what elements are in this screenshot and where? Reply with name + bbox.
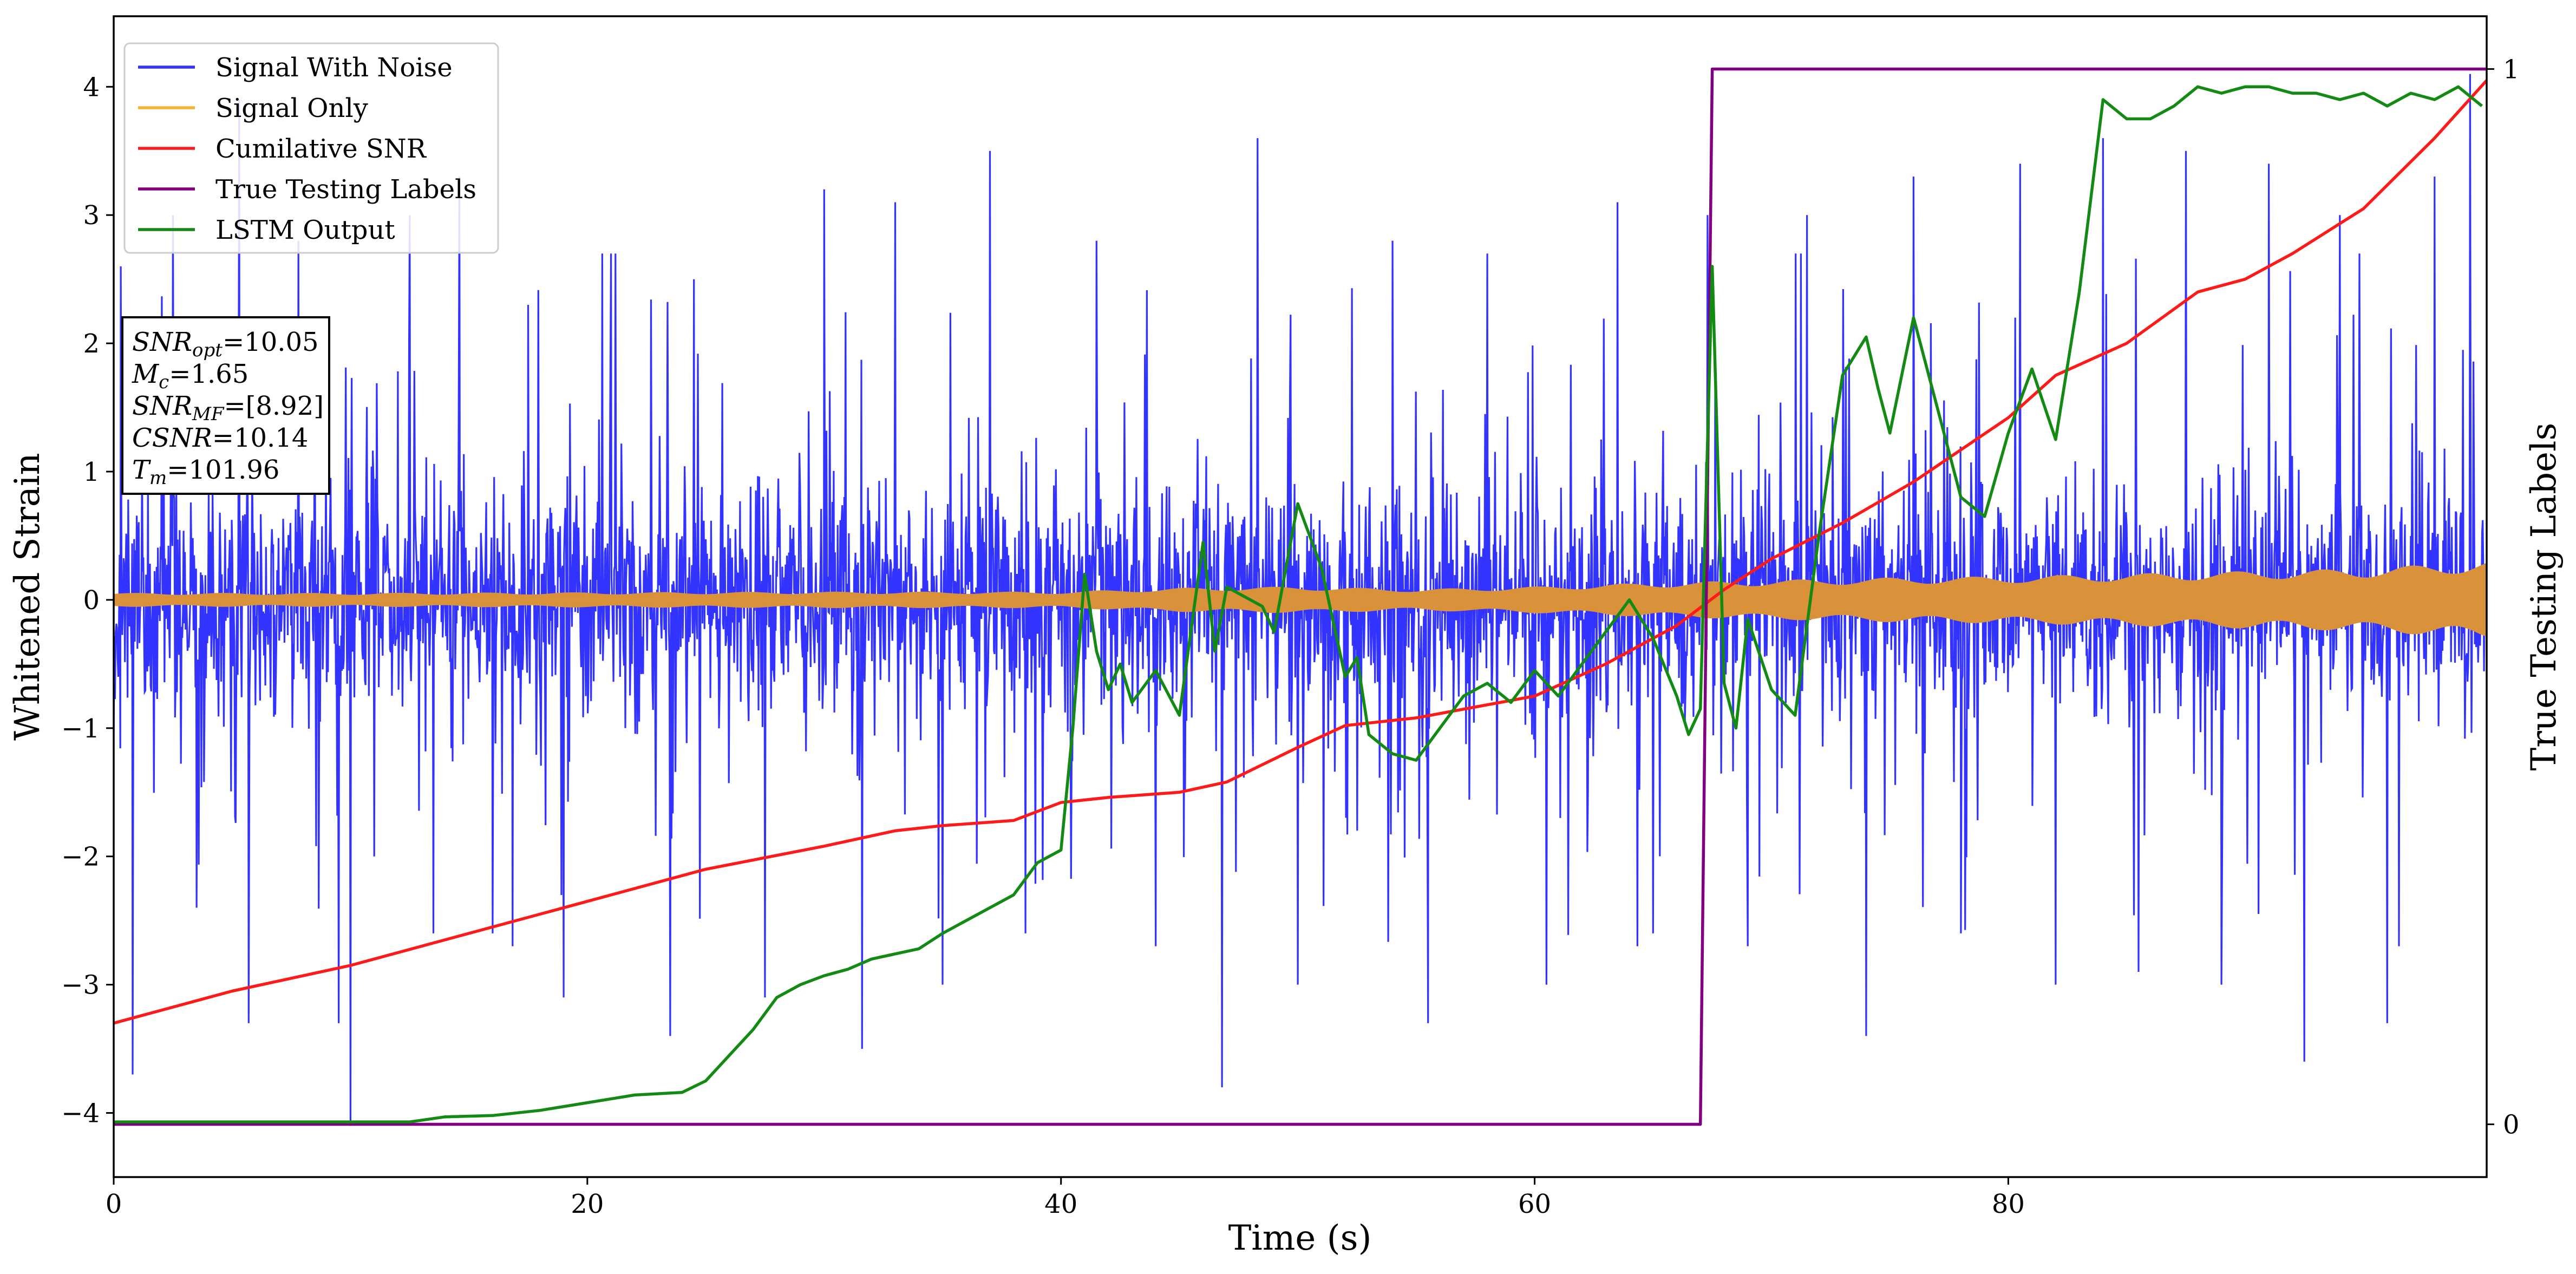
x-tick-label: 40 <box>1044 1189 1077 1219</box>
y-axis-label: Whitened Strain <box>8 453 48 740</box>
y2-tick-label: 1 <box>2503 54 2520 84</box>
legend-entries: Signal With Noise Signal Only Cumilative S… <box>138 53 476 245</box>
y-tick-label: −2 <box>61 842 100 872</box>
legend-entry-label: Signal With Noise <box>215 53 453 83</box>
legend-entry-label: Signal Only <box>215 93 368 123</box>
legend-entry-label: Cumilative SNR <box>215 134 427 164</box>
y-tick-label: 0 <box>83 585 100 616</box>
y-tick-label: 2 <box>83 329 100 359</box>
signal-only-series <box>114 563 2487 637</box>
y-tick-label: −1 <box>61 714 100 744</box>
x-tick-label: 0 <box>106 1189 122 1219</box>
series-line-lstm-output <box>114 85 2483 1123</box>
x-tick-label: 60 <box>1518 1189 1551 1219</box>
annotation-line: Tm=101.96 <box>132 455 279 489</box>
y2-axis-ticks: 01 <box>2487 54 2520 1140</box>
plot-area <box>114 67 2487 1126</box>
x-axis-ticks: 0 20 40 60 80 <box>106 1177 2025 1219</box>
annotation-frame <box>121 316 330 495</box>
plot-frame <box>113 15 2488 1178</box>
annotation-lines: SNRopt=10.05Mc=1.65SNRMF=[8.92]CSNR=10.1… <box>132 327 324 489</box>
x-tick-label: 20 <box>571 1189 604 1219</box>
series-line-cumilative-snr <box>114 79 2487 1025</box>
legend-entry-label: True Testing Labels <box>215 174 476 205</box>
y2-tick-label: 0 <box>2503 1110 2520 1140</box>
y-tick-label: −3 <box>61 970 100 1001</box>
annotation-line: CSNR=10.14 <box>132 423 308 453</box>
y-tick-label: 4 <box>83 72 100 102</box>
signal-only-band <box>114 563 2487 637</box>
y-tick-label: −4 <box>61 1099 100 1129</box>
y2-axis-label: True Testing Labels <box>2524 423 2564 771</box>
y-tick-label: 3 <box>83 200 100 231</box>
parameter-annotation-box: SNRopt=10.05Mc=1.65SNRMF=[8.92]CSNR=10.1… <box>121 316 330 495</box>
annotation-line: Mc=1.65 <box>132 359 249 393</box>
legend: Signal With Noise Signal Only Cumilative S… <box>123 42 499 254</box>
annotation-line: SNRopt=10.05 <box>132 327 319 361</box>
annotation-line: SNRMF=[8.92] <box>132 391 324 425</box>
y-axis-ticks: −4 −3 −2 −1 0 1 2 3 4 <box>61 72 114 1129</box>
legend-entry-label: LSTM Output <box>215 215 395 245</box>
y-tick-label: 1 <box>83 457 100 487</box>
legend-frame <box>123 42 499 254</box>
line-series-group <box>114 67 2487 1126</box>
x-axis-label: Time (s) <box>1228 1218 1372 1258</box>
x-tick-label: 80 <box>1992 1189 2025 1219</box>
series-line-true-testing-labels <box>114 67 2487 1126</box>
